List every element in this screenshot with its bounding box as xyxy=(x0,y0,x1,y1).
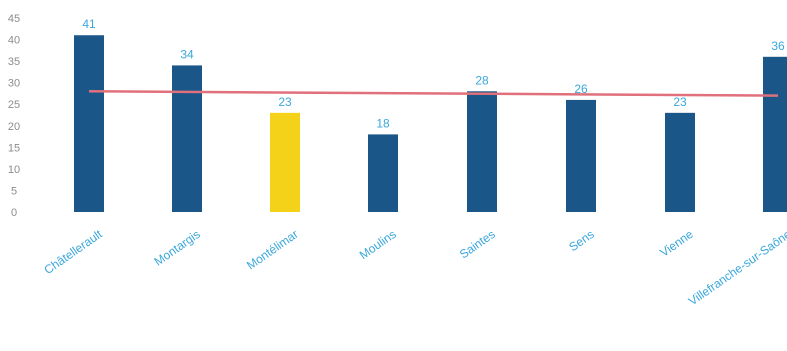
y-tick-label: 10 xyxy=(8,164,20,176)
category-label: Vienne xyxy=(657,227,696,260)
y-tick-label: 0 xyxy=(11,207,17,219)
average-line xyxy=(88,90,779,97)
bar xyxy=(665,112,695,212)
bars xyxy=(74,35,787,212)
y-tick-label: 25 xyxy=(8,99,20,111)
y-tick-label: 30 xyxy=(8,78,20,90)
category-labels: Châtellerault Montargis Montélimar Moulins S… xyxy=(42,227,787,309)
data-label: 41 xyxy=(82,17,96,31)
category-label: Montélimar xyxy=(244,227,301,273)
y-tick-label: 20 xyxy=(8,121,20,133)
bar xyxy=(566,99,596,212)
y-tick-label: 40 xyxy=(8,35,20,47)
y-tick-label: 35 xyxy=(8,56,20,68)
category-label: Sens xyxy=(566,227,596,254)
average-line-group xyxy=(88,90,779,97)
data-labels: 41 34 23 18 28 26 23 36 xyxy=(82,17,785,130)
bar xyxy=(172,65,202,212)
bar xyxy=(368,134,398,212)
bar xyxy=(763,56,787,212)
category-label: Moulins xyxy=(357,227,399,262)
category-label: Saintes xyxy=(457,227,498,261)
data-label: 18 xyxy=(376,116,390,130)
data-label: 23 xyxy=(673,95,687,109)
category-label: Villefranche-sur-Saône xyxy=(686,227,787,309)
bar xyxy=(74,35,104,212)
y-axis-ticks: 0 5 10 15 20 25 30 35 40 45 xyxy=(8,13,20,219)
category-label: Montargis xyxy=(152,227,203,269)
data-label: 36 xyxy=(771,39,785,53)
data-label: 26 xyxy=(574,82,588,96)
data-label: 23 xyxy=(278,95,292,109)
data-label: 28 xyxy=(475,73,489,87)
category-label: Châtellerault xyxy=(42,227,106,277)
y-tick-label: 15 xyxy=(8,142,20,154)
bar xyxy=(270,112,300,212)
data-label: 34 xyxy=(180,47,194,61)
bar xyxy=(467,91,497,212)
y-tick-label: 5 xyxy=(11,185,17,197)
y-tick-label: 45 xyxy=(8,13,20,25)
